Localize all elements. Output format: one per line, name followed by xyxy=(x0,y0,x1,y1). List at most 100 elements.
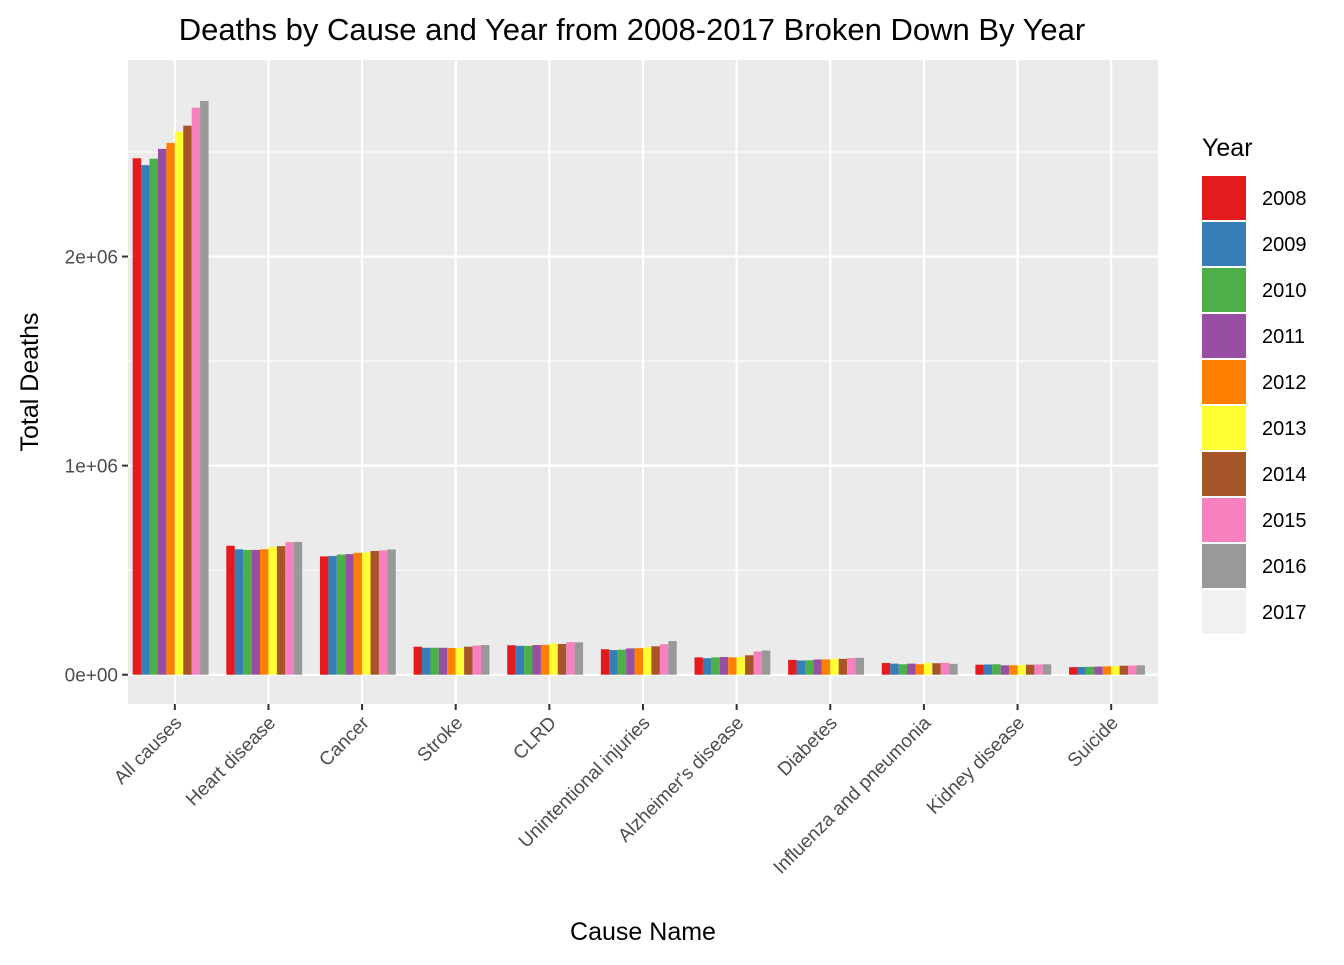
bar xyxy=(753,651,762,675)
bar xyxy=(923,662,933,675)
bar xyxy=(830,658,839,675)
bar xyxy=(1077,666,1086,675)
bar xyxy=(200,100,209,675)
y-axis-title: Total Deaths xyxy=(16,313,44,452)
bar xyxy=(1034,664,1043,675)
bar xyxy=(821,659,831,675)
bar xyxy=(668,641,677,675)
bar xyxy=(464,646,473,675)
bar xyxy=(319,556,329,675)
legend-label: 2013 xyxy=(1262,418,1307,440)
bar xyxy=(285,542,294,675)
bar xyxy=(702,658,712,675)
legend-label: 2012 xyxy=(1262,372,1307,394)
bar xyxy=(983,664,993,675)
bar xyxy=(788,659,797,675)
bar xyxy=(796,660,805,675)
legend-label: 2008 xyxy=(1262,188,1307,210)
bar xyxy=(634,648,643,675)
bar xyxy=(353,552,363,675)
bar xyxy=(626,648,635,675)
bar xyxy=(524,645,533,675)
bar xyxy=(549,643,558,675)
bar xyxy=(932,663,941,675)
bar xyxy=(132,158,142,675)
bar xyxy=(370,550,379,675)
legend-label: 2010 xyxy=(1262,280,1307,302)
bar xyxy=(378,550,388,675)
bar xyxy=(387,549,396,675)
x-tick-label: Influenza and pneumonia xyxy=(770,712,936,878)
bar xyxy=(1042,664,1052,675)
legend-label: 2014 xyxy=(1262,464,1307,486)
bar xyxy=(659,644,669,675)
x-tick-label: Suicide xyxy=(1064,713,1123,772)
bar xyxy=(455,647,465,675)
legend-key xyxy=(1202,498,1246,542)
x-tick-label: Heart disease xyxy=(182,713,280,811)
x-tick-label: Diabetes xyxy=(774,713,842,781)
bar xyxy=(651,646,660,675)
grid-lines xyxy=(128,60,1158,704)
bar xyxy=(881,663,891,675)
bars xyxy=(132,100,1145,675)
bar xyxy=(609,650,618,675)
bar xyxy=(557,643,567,675)
bar xyxy=(643,647,652,675)
bar xyxy=(149,158,158,675)
y-axis: 0e+00 1e+06 2e+06 xyxy=(65,248,128,687)
y-tick-label: 0e+00 xyxy=(65,666,118,687)
bar xyxy=(276,546,286,675)
bar xyxy=(234,549,244,675)
bar xyxy=(472,645,482,675)
bar xyxy=(566,642,575,675)
bar xyxy=(345,554,354,675)
bar xyxy=(243,549,252,675)
bar xyxy=(847,658,856,675)
bar xyxy=(940,662,950,675)
bar xyxy=(804,660,814,675)
bar xyxy=(600,649,610,675)
bar xyxy=(1085,666,1095,675)
x-tick-label: Cancer xyxy=(315,712,374,771)
bar xyxy=(728,657,737,675)
bar xyxy=(174,131,184,675)
bar xyxy=(975,664,984,675)
bar xyxy=(438,647,448,675)
bar xyxy=(141,165,150,675)
legend-key xyxy=(1202,406,1246,450)
bar xyxy=(694,657,703,675)
x-tick-label: CLRD xyxy=(509,713,560,764)
bar xyxy=(1102,666,1112,675)
legend-key xyxy=(1202,314,1246,358)
bar xyxy=(992,664,1001,675)
x-tick-label: All causes xyxy=(110,713,186,789)
bar xyxy=(481,645,490,675)
legend-label: 2016 xyxy=(1262,556,1307,578)
bar xyxy=(949,663,958,675)
legend-label: 2015 xyxy=(1262,510,1307,532)
bar xyxy=(813,659,822,675)
bar xyxy=(191,107,201,675)
y-tick-label: 1e+06 xyxy=(65,457,118,478)
bar xyxy=(532,645,541,675)
bar xyxy=(268,546,277,675)
bar xyxy=(157,148,167,675)
chart-title: Deaths by Cause and Year from 2008-2017 … xyxy=(179,12,1085,47)
bar xyxy=(362,552,371,675)
bar xyxy=(711,657,720,675)
x-tick-label: Kidney disease xyxy=(923,713,1029,819)
bar xyxy=(1119,665,1129,675)
bar xyxy=(430,647,439,675)
legend-key xyxy=(1202,268,1246,312)
legend-key xyxy=(1202,360,1246,404)
legend-key xyxy=(1202,544,1246,588)
legend-key xyxy=(1202,222,1246,266)
legend-key xyxy=(1202,452,1246,496)
bar xyxy=(413,646,423,675)
bar xyxy=(515,645,525,675)
legend: 2008 2009 2010 2011 2012 2013 2014 2015 2016 2017 xyxy=(1202,176,1307,634)
